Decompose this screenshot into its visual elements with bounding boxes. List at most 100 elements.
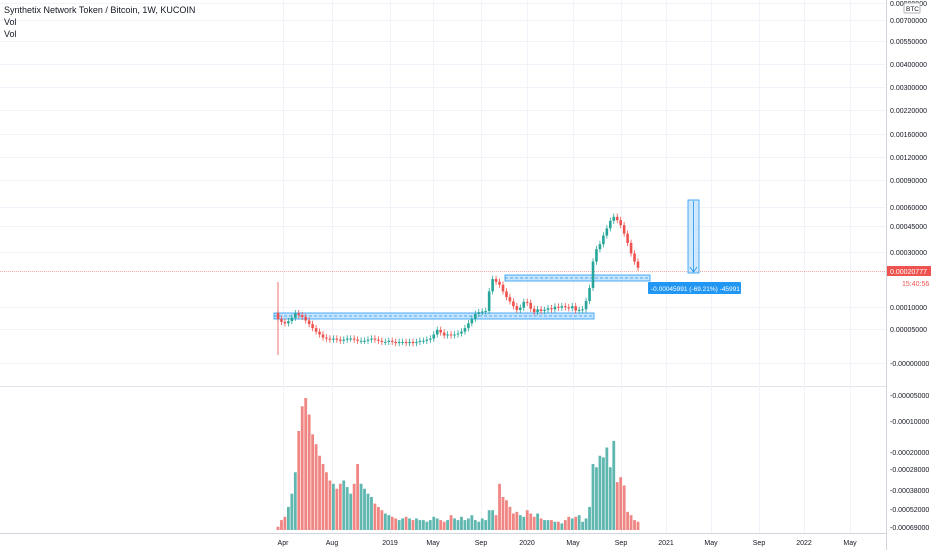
- volume-bar[interactable]: [563, 520, 567, 530]
- volume-bar[interactable]: [373, 503, 377, 530]
- candle-body[interactable]: [584, 300, 588, 310]
- candle-body[interactable]: [384, 341, 387, 343]
- candle-body[interactable]: [363, 340, 366, 342]
- volume-bar[interactable]: [283, 516, 287, 530]
- volume-bar[interactable]: [387, 515, 391, 530]
- candle-body[interactable]: [543, 309, 546, 312]
- volume-bar[interactable]: [356, 464, 360, 530]
- volume-bar[interactable]: [536, 513, 540, 531]
- candle-body[interactable]: [411, 341, 415, 344]
- candle-body[interactable]: [446, 334, 449, 336]
- candle-body[interactable]: [345, 338, 349, 340]
- candle-body[interactable]: [387, 340, 391, 342]
- volume-bar[interactable]: [605, 447, 609, 531]
- last-price-tag[interactable]: [887, 266, 931, 276]
- volume-bar[interactable]: [286, 506, 290, 530]
- volume-bar[interactable]: [522, 516, 526, 530]
- candle-body[interactable]: [539, 309, 543, 312]
- candle-body[interactable]: [328, 338, 332, 340]
- candle-body[interactable]: [366, 339, 370, 341]
- volume-bar[interactable]: [505, 500, 508, 530]
- candle-body[interactable]: [508, 297, 512, 302]
- volume-bar[interactable]: [460, 516, 463, 530]
- volume-bar[interactable]: [487, 510, 491, 530]
- candle-body[interactable]: [487, 291, 491, 312]
- candle-body[interactable]: [619, 220, 622, 226]
- volume-bar[interactable]: [435, 518, 439, 530]
- candle-body[interactable]: [429, 338, 432, 340]
- volume-legend-1[interactable]: Vol: [4, 17, 17, 27]
- volume-bar[interactable]: [546, 520, 550, 530]
- volume-bar[interactable]: [598, 455, 602, 530]
- candle-body[interactable]: [380, 340, 384, 342]
- candle-body[interactable]: [529, 302, 532, 309]
- volume-bar[interactable]: [595, 467, 598, 530]
- candle-body[interactable]: [460, 331, 463, 334]
- volume-bar[interactable]: [297, 431, 301, 530]
- volume-bar[interactable]: [376, 506, 380, 530]
- volume-bar[interactable]: [633, 520, 636, 530]
- volume-bar[interactable]: [411, 520, 415, 530]
- candle-body[interactable]: [332, 338, 335, 340]
- candle-body[interactable]: [588, 287, 591, 301]
- volume-bar[interactable]: [280, 520, 283, 530]
- volume-bar[interactable]: [601, 457, 605, 530]
- candle-body[interactable]: [439, 329, 442, 333]
- volume-bar[interactable]: [622, 485, 626, 530]
- candle-body[interactable]: [373, 338, 377, 340]
- volume-bar[interactable]: [397, 520, 401, 530]
- candle-body[interactable]: [612, 216, 616, 221]
- candle-body[interactable]: [339, 339, 342, 341]
- volume-bar[interactable]: [588, 506, 591, 530]
- candle-body[interactable]: [581, 309, 584, 311]
- volume-bar[interactable]: [331, 483, 335, 530]
- candle-body[interactable]: [283, 321, 287, 324]
- candle-body[interactable]: [602, 235, 605, 245]
- volume-bar[interactable]: [501, 497, 505, 530]
- candle-body[interactable]: [390, 340, 394, 342]
- candle-body[interactable]: [342, 339, 346, 341]
- candle-body[interactable]: [515, 306, 519, 310]
- candle-body[interactable]: [425, 339, 429, 341]
- candle-body[interactable]: [536, 309, 539, 313]
- volume-bar[interactable]: [439, 520, 443, 530]
- volume-bar[interactable]: [484, 520, 488, 530]
- volume-bar[interactable]: [556, 521, 560, 530]
- volume-bar[interactable]: [363, 488, 366, 530]
- volume-bar[interactable]: [401, 518, 405, 530]
- candle-body[interactable]: [449, 334, 453, 336]
- candle-body[interactable]: [622, 225, 626, 234]
- candle-body[interactable]: [318, 331, 321, 335]
- volume-bar[interactable]: [345, 487, 349, 530]
- candle-body[interactable]: [595, 249, 598, 262]
- volume-bar[interactable]: [584, 518, 588, 530]
- volume-bar[interactable]: [425, 521, 429, 530]
- candle-body[interactable]: [501, 284, 505, 292]
- candle-body[interactable]: [335, 338, 339, 340]
- candle-body[interactable]: [453, 334, 456, 336]
- volume-bar[interactable]: [626, 511, 630, 530]
- candle-body[interactable]: [467, 323, 470, 329]
- candle-body[interactable]: [553, 306, 557, 310]
- volume-bar[interactable]: [390, 516, 394, 530]
- volume-bar[interactable]: [567, 516, 571, 530]
- candle-body[interactable]: [560, 306, 564, 308]
- candle-body[interactable]: [325, 337, 328, 339]
- candle-body[interactable]: [532, 308, 536, 313]
- volume-bar[interactable]: [325, 472, 328, 530]
- candle-body[interactable]: [484, 311, 487, 313]
- volume-bar[interactable]: [311, 434, 315, 530]
- volume-bar[interactable]: [290, 493, 294, 530]
- candle-body[interactable]: [470, 319, 474, 324]
- candle-body[interactable]: [491, 279, 494, 292]
- candle-body[interactable]: [574, 306, 577, 311]
- volume-legend-2[interactable]: Vol: [4, 29, 17, 39]
- candle-body[interactable]: [522, 301, 526, 308]
- volume-bar[interactable]: [539, 518, 543, 530]
- candle-body[interactable]: [294, 313, 297, 318]
- volume-bar[interactable]: [366, 493, 370, 530]
- volume-bar[interactable]: [300, 406, 304, 530]
- candle-body[interactable]: [370, 338, 373, 340]
